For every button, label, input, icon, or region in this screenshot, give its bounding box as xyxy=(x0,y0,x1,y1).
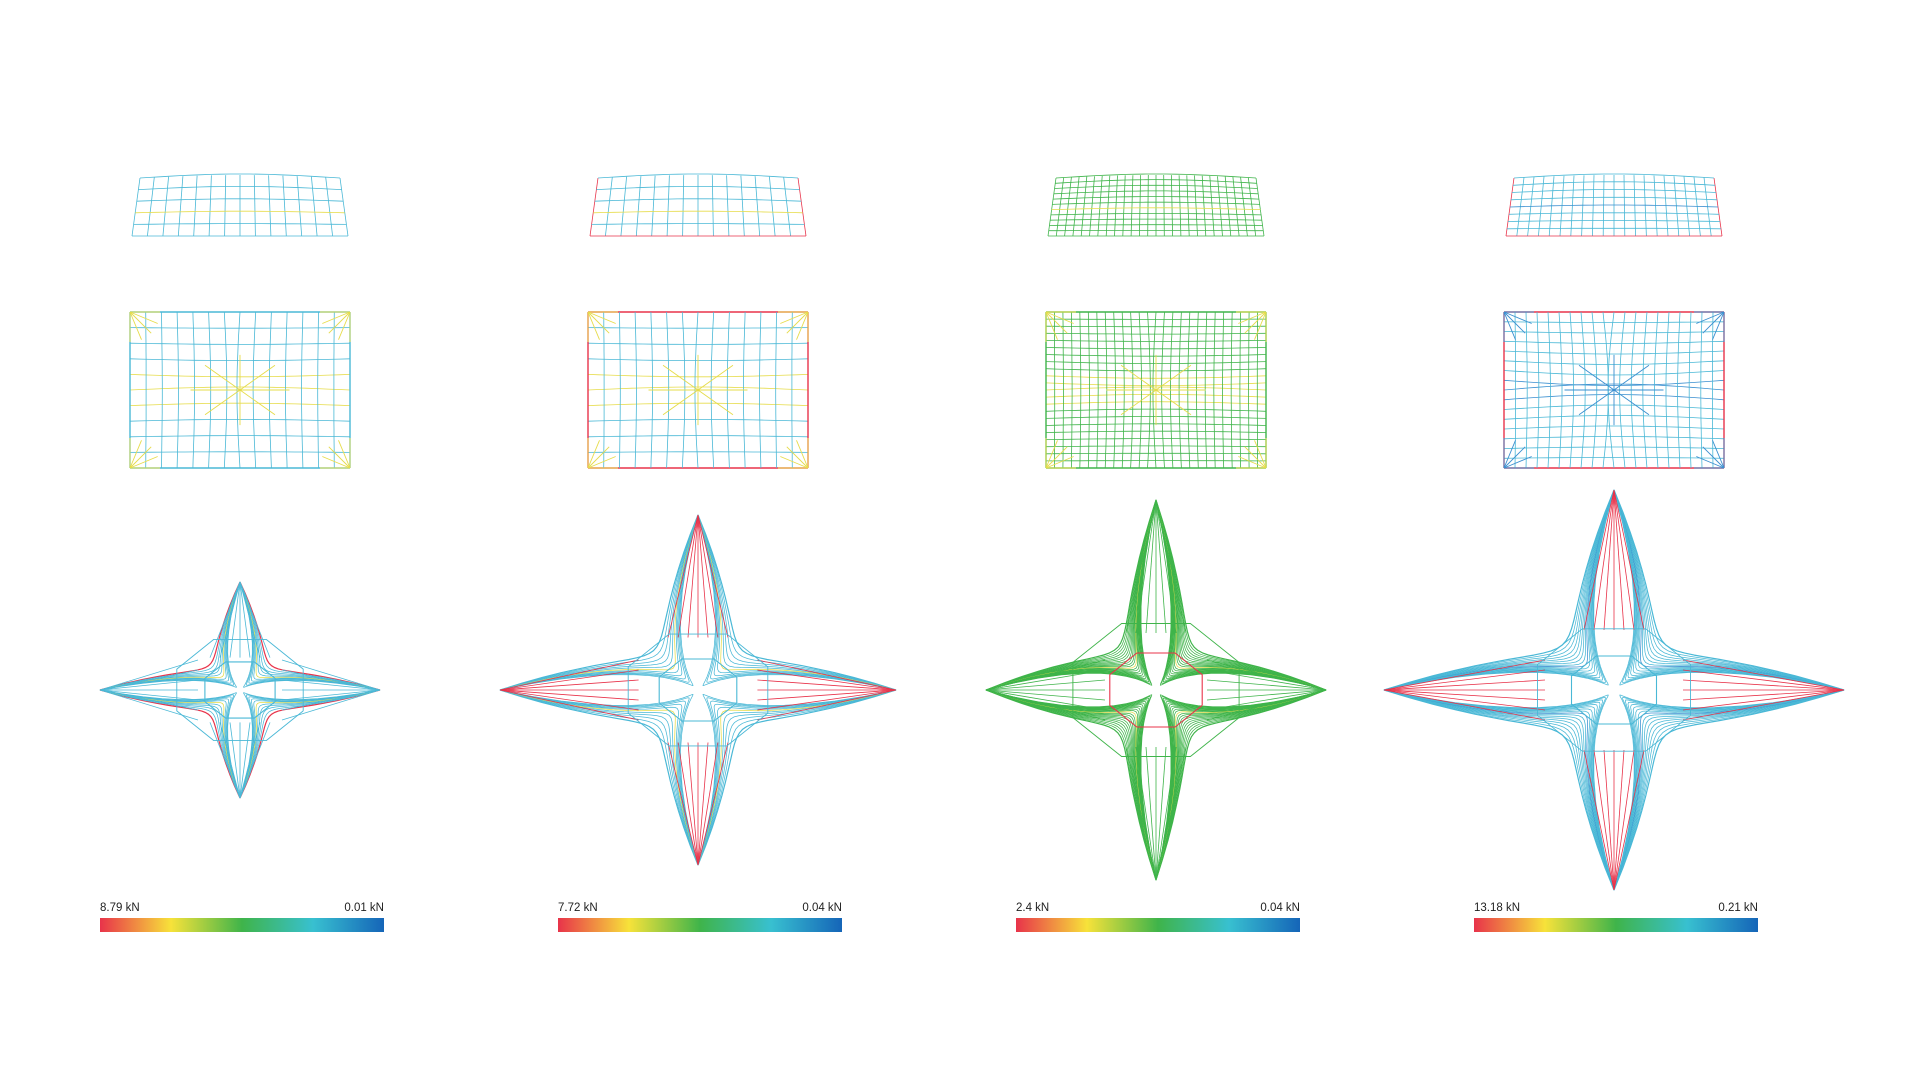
force-max-label: 2.4 kN xyxy=(1016,902,1050,914)
elevation-mesh-4 xyxy=(1505,173,1723,237)
star-mesh-1 xyxy=(99,581,381,799)
plan-mesh-2 xyxy=(587,311,809,469)
force-color-bar xyxy=(100,918,384,932)
force-min-label: 0.01 kN xyxy=(344,902,384,914)
force-min-label: 0.04 kN xyxy=(1260,902,1300,914)
force-legend-1: 8.79 kN 0.01 kN xyxy=(100,902,384,938)
force-legend-3: 2.4 kN 0.04 kN xyxy=(1016,902,1300,938)
force-color-bar xyxy=(1016,918,1300,932)
star-mesh-3 xyxy=(985,499,1327,881)
plan-mesh-1 xyxy=(129,311,351,469)
force-legend-2: 7.72 kN 0.04 kN xyxy=(558,902,842,938)
force-max-label: 8.79 kN xyxy=(100,902,140,914)
plan-mesh-4 xyxy=(1503,311,1725,469)
force-max-label: 13.18 kN xyxy=(1474,902,1521,914)
elevation-mesh-2 xyxy=(589,173,807,237)
elevation-mesh-1 xyxy=(131,173,349,237)
force-min-label: 0.04 kN xyxy=(802,902,842,914)
force-legend-4: 13.18 kN 0.21 kN xyxy=(1474,902,1758,938)
force-max-label: 7.72 kN xyxy=(558,902,598,914)
force-min-label: 0.21 kN xyxy=(1718,902,1758,914)
force-color-bar xyxy=(558,918,842,932)
star-mesh-4 xyxy=(1383,489,1845,891)
force-color-bar xyxy=(1474,918,1758,932)
star-mesh-2 xyxy=(499,514,897,866)
plan-mesh-3 xyxy=(1045,311,1267,469)
elevation-mesh-3 xyxy=(1047,173,1265,237)
